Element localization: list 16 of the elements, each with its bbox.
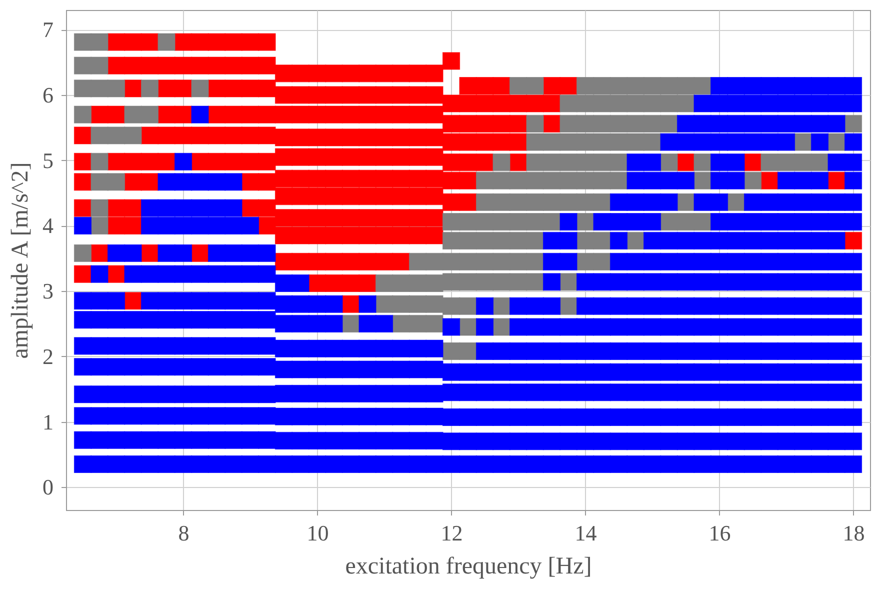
x-tick-label: 10 bbox=[306, 520, 329, 546]
x-tick-label: 16 bbox=[708, 520, 731, 546]
y-tick-label: 3 bbox=[42, 278, 54, 304]
x-axis-title: excitation frequency [Hz] bbox=[345, 554, 592, 580]
y-tick-label: 7 bbox=[42, 17, 54, 42]
y-tick-label: 1 bbox=[42, 409, 54, 434]
y-tick-label: 6 bbox=[42, 82, 54, 108]
y-axis-title: amplitude A [m/s^2] bbox=[8, 162, 34, 359]
x-tick-label: 8 bbox=[178, 520, 190, 546]
y-tick-label: 0 bbox=[42, 474, 54, 500]
x-tick-label: 18 bbox=[842, 520, 865, 546]
y-tick-label: 4 bbox=[42, 213, 54, 238]
y-tick-label: 2 bbox=[42, 344, 54, 369]
y-tick-label: 5 bbox=[42, 148, 54, 173]
x-tick-label: 12 bbox=[440, 520, 463, 546]
x-tick-label: 14 bbox=[574, 520, 597, 546]
